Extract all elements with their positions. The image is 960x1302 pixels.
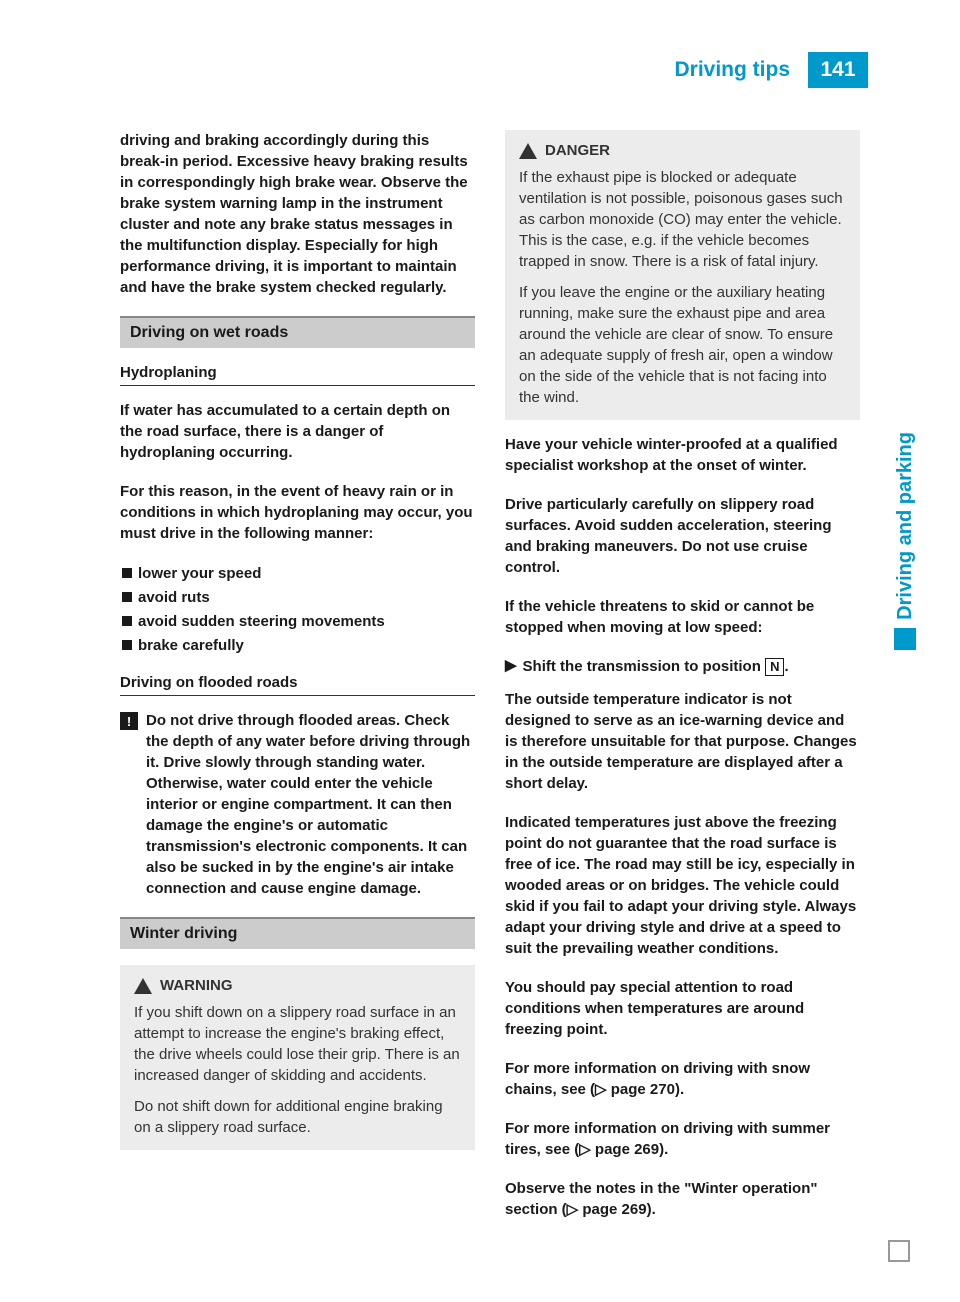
danger-title: DANGER	[545, 142, 610, 159]
left-column: driving and braking accordingly during t…	[120, 130, 475, 1238]
side-tab-text: Driving and parking	[894, 432, 917, 620]
winter-para-2: Drive particularly carefully on slippery…	[505, 494, 860, 578]
list-item: brake carefully	[120, 634, 475, 658]
intro-para: driving and braking accordingly during t…	[120, 130, 475, 298]
section-winter: Winter driving	[120, 917, 475, 949]
instr-pre: Shift the transmission to position	[523, 658, 766, 675]
notice-box: ! Do not drive through flooded areas. Ch…	[120, 710, 475, 899]
warning-header: WARNING	[134, 977, 461, 994]
winter-para-7: For more information on driving with sno…	[505, 1058, 860, 1100]
warning-para-2: Do not shift down for additional engine …	[134, 1096, 461, 1138]
right-column: DANGER If the exhaust pipe is blocked or…	[505, 130, 860, 1238]
warning-box: WARNING If you shift down on a slippery …	[120, 965, 475, 1150]
notice-icon: !	[120, 712, 138, 730]
list-item: lower your speed	[120, 562, 475, 586]
subheader-flooded: Driving on flooded roads	[120, 674, 475, 696]
arrow-icon: ▶	[505, 656, 517, 677]
section-wet-roads: Driving on wet roads	[120, 316, 475, 348]
warning-title: WARNING	[160, 977, 233, 994]
page-number: 141	[808, 52, 868, 88]
notice-text: Do not drive through flooded areas. Chec…	[146, 710, 475, 899]
instr-post: .	[784, 658, 788, 675]
subheader-hydroplaning: Hydroplaning	[120, 364, 475, 386]
warning-para-1: If you shift down on a slippery road sur…	[134, 1002, 461, 1086]
hydro-para-2: For this reason, in the event of heavy r…	[120, 481, 475, 544]
hydro-bullets: lower your speed avoid ruts avoid sudden…	[120, 562, 475, 658]
header-title: Driving tips	[674, 58, 808, 82]
winter-para-1: Have your vehicle winter-proofed at a qu…	[505, 434, 860, 476]
list-item: avoid sudden steering movements	[120, 610, 475, 634]
winter-para-6: You should pay special attention to road…	[505, 977, 860, 1040]
page-header: Driving tips 141	[108, 52, 868, 88]
side-tab: Driving and parking	[890, 250, 920, 650]
danger-box: DANGER If the exhaust pipe is blocked or…	[505, 130, 860, 420]
winter-para-4: The outside temperature indicator is not…	[505, 689, 860, 794]
winter-para-9: Observe the notes in the "Winter operati…	[505, 1178, 860, 1220]
danger-para-2: If you leave the engine or the auxiliary…	[519, 282, 846, 408]
instruction-line: ▶ Shift the transmission to position N.	[505, 656, 860, 677]
danger-header: DANGER	[519, 142, 846, 159]
side-tab-marker	[894, 628, 916, 650]
danger-para-1: If the exhaust pipe is blocked or adequa…	[519, 167, 846, 272]
position-n: N	[765, 658, 784, 676]
winter-para-3: If the vehicle threatens to skid or cann…	[505, 596, 860, 638]
list-item: avoid ruts	[120, 586, 475, 610]
winter-para-8: For more information on driving with sum…	[505, 1118, 860, 1160]
instruction-text: Shift the transmission to position N.	[523, 656, 789, 677]
footer-marker	[888, 1240, 910, 1262]
hydro-para-1: If water has accumulated to a certain de…	[120, 400, 475, 463]
warning-icon	[134, 978, 152, 994]
content-area: driving and braking accordingly during t…	[120, 130, 860, 1238]
danger-icon	[519, 143, 537, 159]
winter-para-5: Indicated temperatures just above the fr…	[505, 812, 860, 959]
